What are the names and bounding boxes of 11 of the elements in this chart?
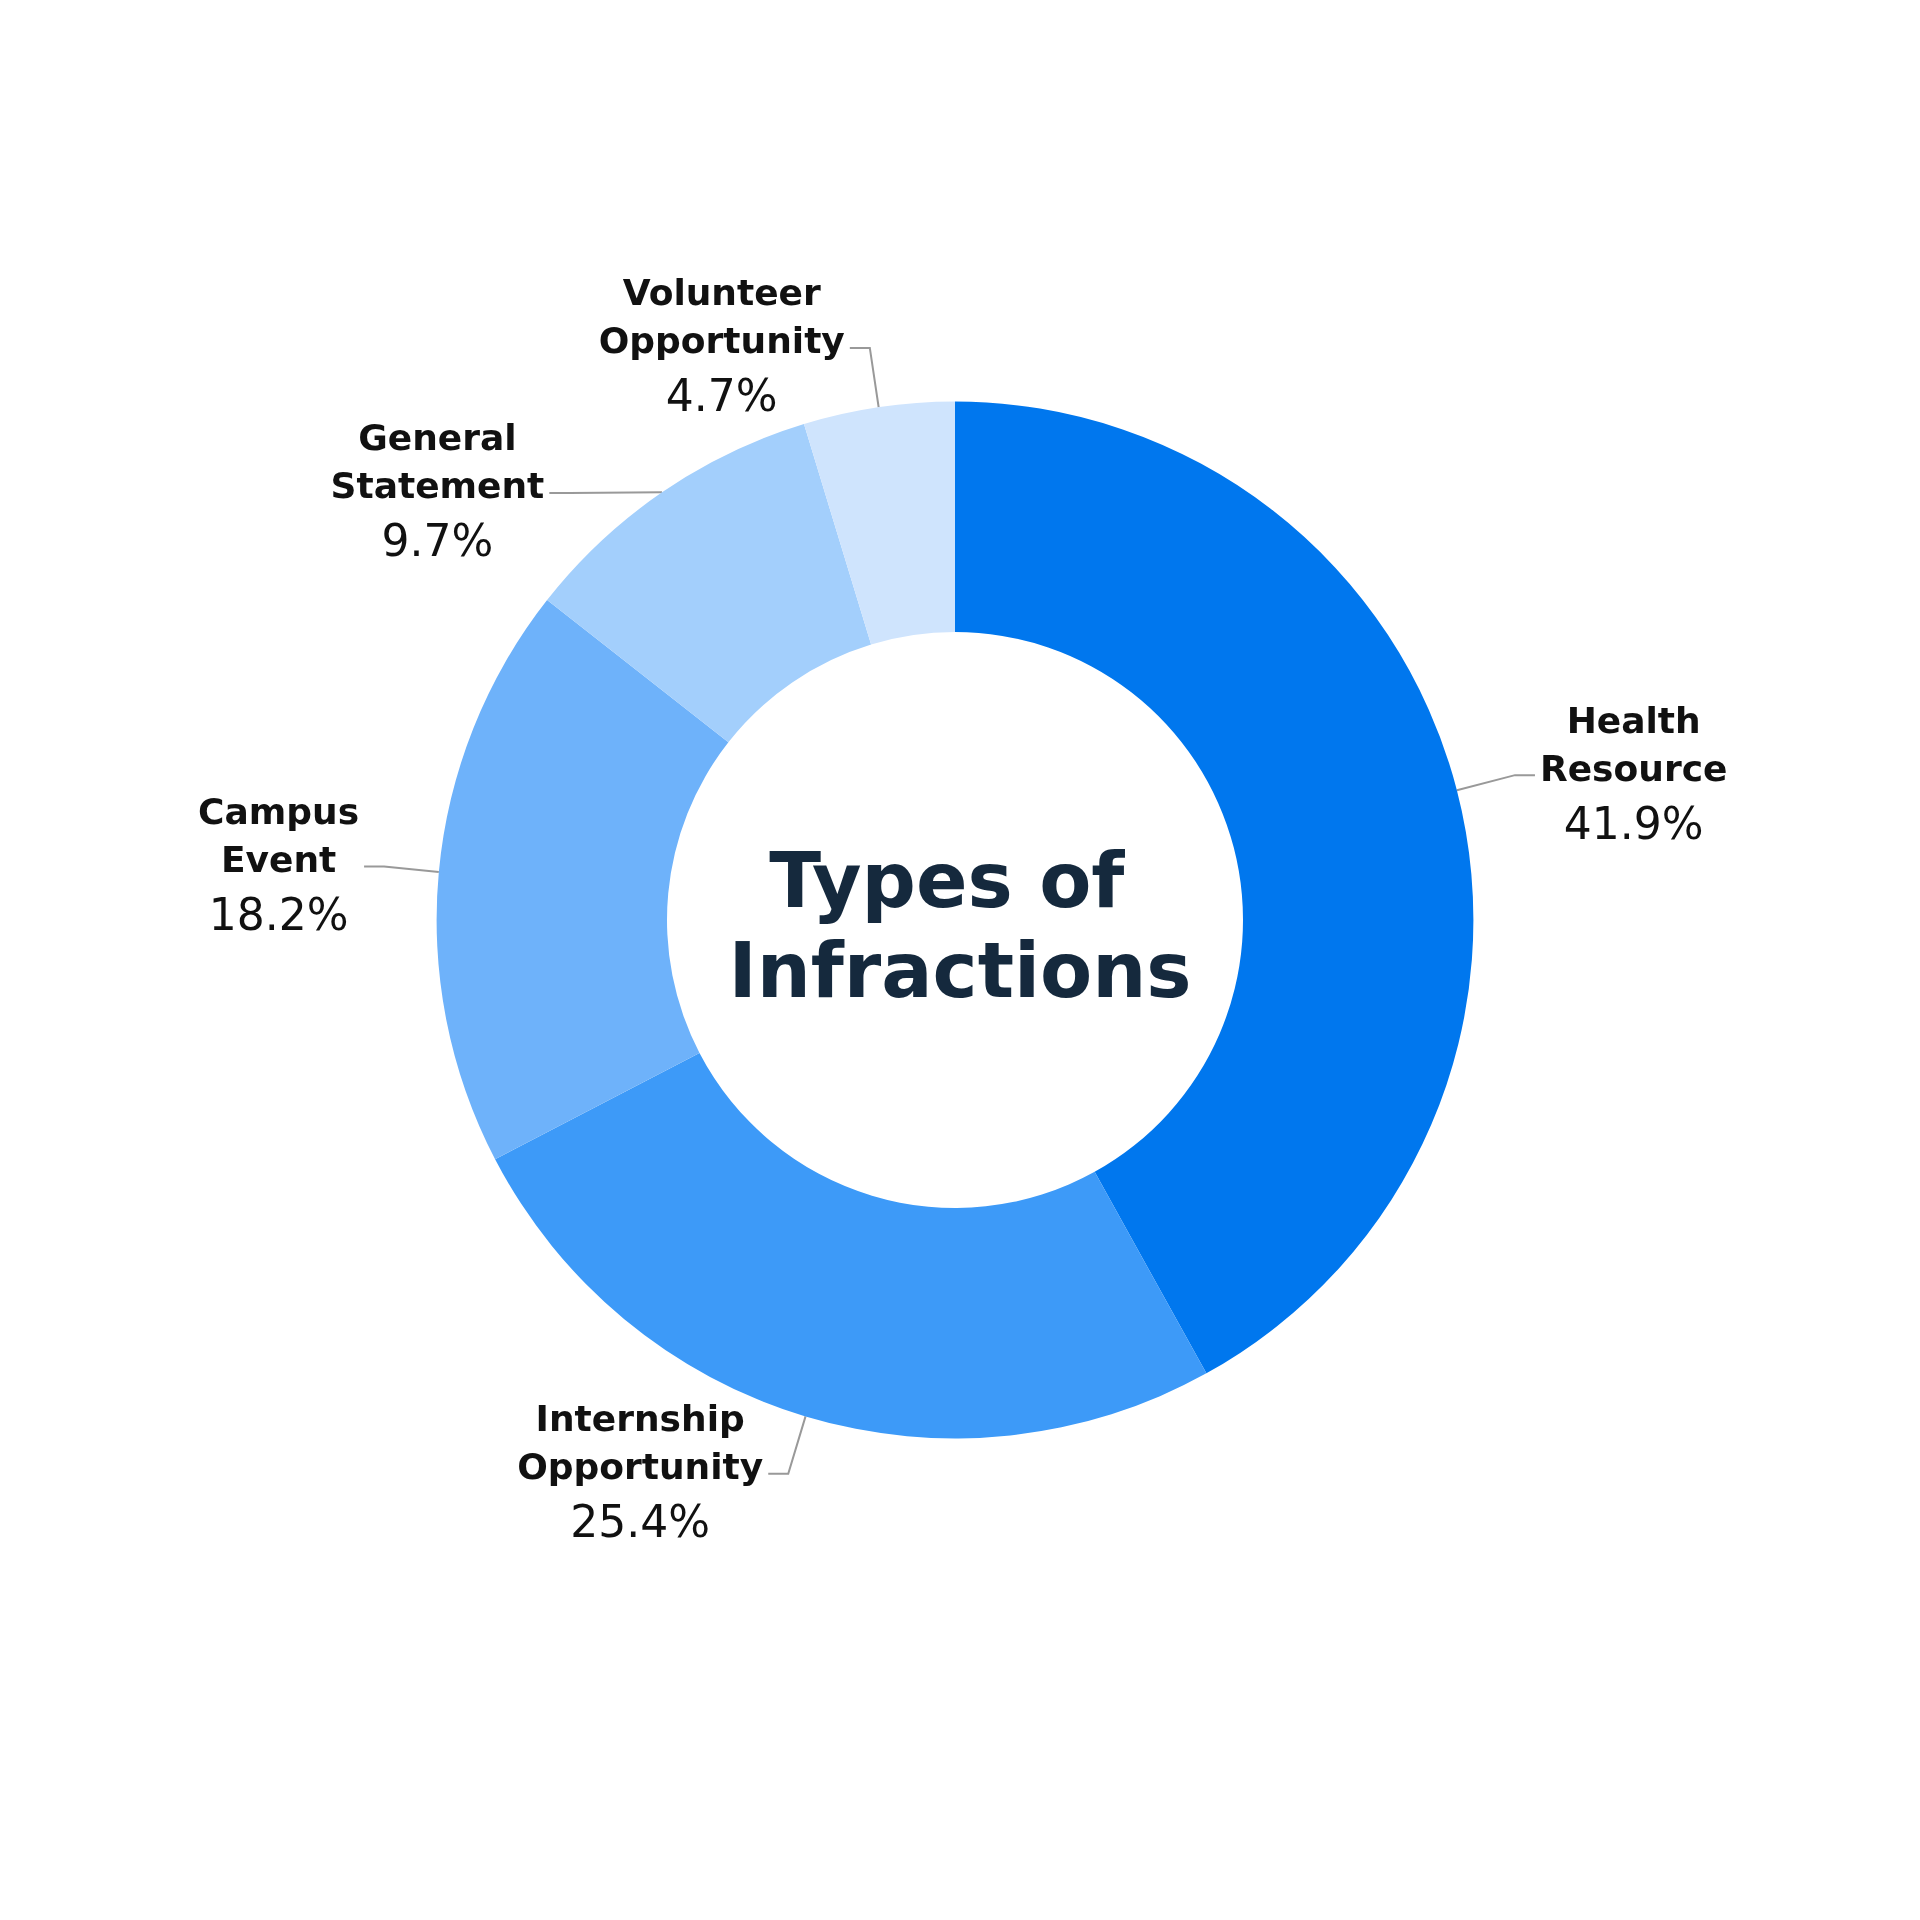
slice-label: Health Resource: [1539, 699, 1728, 789]
data-label: 25.4%: [570, 1496, 711, 1548]
data-label: 18.2%: [208, 888, 349, 940]
slice-label: Volunteer Opportunity: [598, 272, 845, 362]
data-label: 9.7%: [381, 515, 494, 567]
data-label: 41.9%: [1563, 797, 1704, 849]
slice-label: Internship Opportunity: [517, 1398, 764, 1488]
data-label: 4.7%: [665, 370, 778, 422]
slice-label: Campus Event: [198, 790, 360, 880]
text: Types of Infractions: [728, 835, 1192, 1015]
slice-label: General Statement: [330, 417, 545, 507]
